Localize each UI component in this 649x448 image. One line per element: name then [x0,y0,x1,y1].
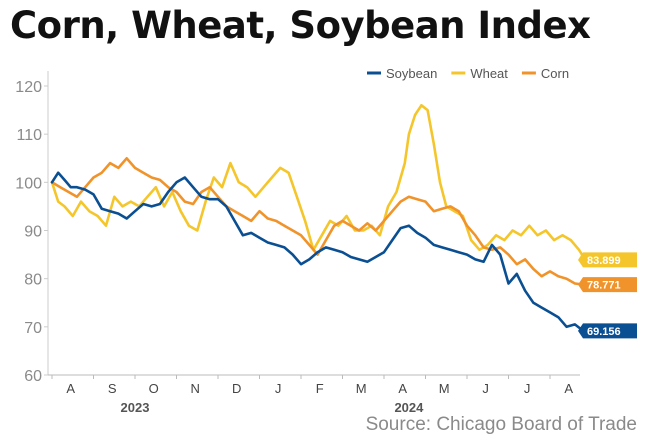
y-tick-label: 100 [15,175,42,192]
axes: 60 70 80 90 100 110 120 A S O N D J F M A M J J A 2023 2024 [15,71,580,415]
legend-item-wheat: Wheat [451,66,508,81]
end-label-box [578,277,637,293]
y-tick-label: 70 [24,320,42,337]
month-label: J [275,381,282,396]
legend-label: Soybean [386,66,437,81]
month-label: F [316,381,324,396]
end-label-soybean: 69.156 [578,323,637,339]
end-label-corn: 78.771 [578,277,637,293]
legend-label: Wheat [470,66,508,81]
legend-item-soybean: Soybean [367,66,437,81]
legend-item-corn: Corn [521,66,569,81]
chart-title: Corn, Wheat, Soybean Index [10,4,591,47]
month-label: N [190,381,199,396]
month-label: A [66,381,75,396]
end-labels: 69.156 83.899 78.771 [578,252,637,339]
end-label-box [578,252,637,268]
series-lines [50,104,587,333]
end-label-wheat: 83.899 [578,252,637,268]
legend-label: Corn [541,66,569,81]
legend: Soybean Wheat Corn [367,66,569,81]
y-tick-label: 80 [24,272,42,289]
y-tick-label: 90 [24,224,42,241]
end-label-value: 69.156 [587,326,621,338]
series-line-wheat [50,104,587,262]
series-line-soybean [50,171,585,333]
y-tick-label: 110 [16,127,42,144]
month-label: M [439,381,450,396]
month-label: O [149,381,159,396]
end-label-value: 83.899 [587,255,621,267]
year-label: 2023 [121,400,150,415]
month-label: D [232,381,241,396]
end-label-value: 78.771 [587,280,621,292]
end-label-box [578,323,637,339]
month-label: A [564,381,573,396]
y-tick-label: 120 [15,79,42,96]
year-label: 2024 [394,400,424,415]
month-label: J [524,381,531,396]
source-note: Source: Chicago Board of Trade [365,414,637,435]
month-label: M [356,381,367,396]
y-tick-label: 60 [24,368,42,385]
month-label: A [398,381,407,396]
month-label: J [482,381,489,396]
month-label: S [108,381,117,396]
